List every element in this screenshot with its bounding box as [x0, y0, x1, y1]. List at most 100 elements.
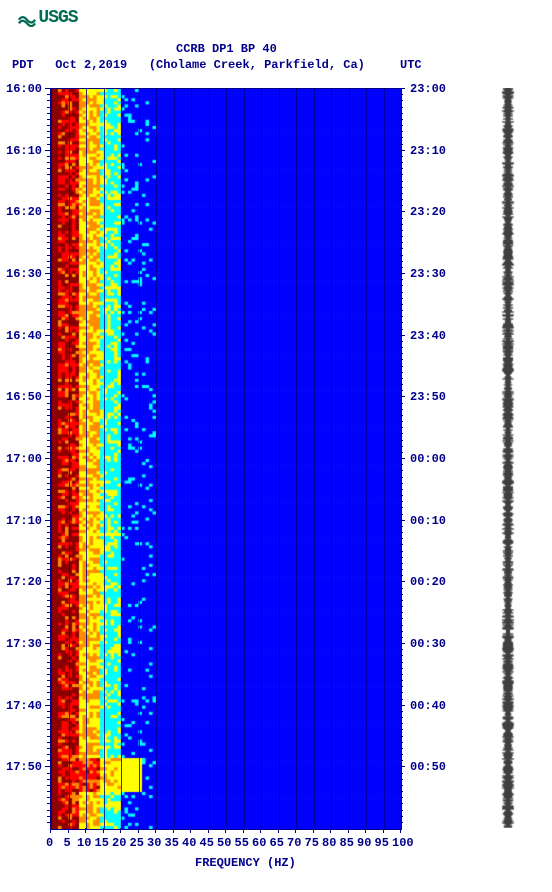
y-minor-right — [400, 322, 403, 323]
y-minor-right — [400, 526, 403, 527]
y-minor-left — [47, 304, 50, 305]
y-minor-left — [47, 538, 50, 539]
y-minor-right — [400, 162, 403, 163]
y-minor-right — [400, 773, 403, 774]
y-minor-left — [47, 692, 50, 693]
x-tick-label: 75 — [305, 836, 319, 850]
y-minor-right — [400, 421, 403, 422]
y-minor-left — [47, 612, 50, 613]
y-minor-left — [47, 822, 50, 823]
y-tick-right — [400, 643, 405, 644]
x-tick-label: 85 — [340, 836, 354, 850]
y-minor-right — [400, 372, 403, 373]
gridline-v — [349, 89, 350, 829]
y-minor-right — [400, 729, 403, 730]
y-minor-left — [47, 674, 50, 675]
y-minor-left — [47, 575, 50, 576]
y-minor-left — [47, 483, 50, 484]
y-minor-right — [400, 316, 403, 317]
y-minor-left — [47, 649, 50, 650]
y-minor-right — [400, 205, 403, 206]
y-minor-right — [400, 785, 403, 786]
y-label-right: 00:20 — [410, 575, 446, 589]
y-minor-right — [400, 532, 403, 533]
location: (Cholame Creek, Parkfield, Ca) — [149, 58, 365, 72]
y-minor-right — [400, 440, 403, 441]
y-minor-left — [47, 729, 50, 730]
y-minor-left — [47, 193, 50, 194]
y-minor-right — [400, 711, 403, 712]
y-minor-left — [47, 557, 50, 558]
y-tick-left — [45, 150, 50, 151]
y-minor-right — [400, 507, 403, 508]
x-tick — [50, 828, 51, 833]
y-minor-left — [47, 625, 50, 626]
y-minor-left — [47, 791, 50, 792]
y-minor-left — [47, 100, 50, 101]
x-axis-title: FREQUENCY (HZ) — [195, 856, 296, 870]
y-minor-left — [47, 279, 50, 280]
y-minor-right — [400, 304, 403, 305]
y-minor-left — [47, 261, 50, 262]
y-minor-left — [47, 390, 50, 391]
gridline-v — [401, 89, 402, 829]
x-tick — [260, 828, 261, 833]
y-minor-left — [47, 464, 50, 465]
y-minor-left — [47, 551, 50, 552]
y-label-left: 16:00 — [6, 82, 42, 96]
x-tick — [295, 828, 296, 833]
x-tick — [120, 828, 121, 833]
y-minor-right — [400, 649, 403, 650]
y-minor-right — [400, 797, 403, 798]
y-label-right: 00:30 — [410, 637, 446, 651]
y-minor-right — [400, 242, 403, 243]
y-minor-right — [400, 452, 403, 453]
y-minor-left — [47, 748, 50, 749]
y-minor-right — [400, 236, 403, 237]
y-minor-right — [400, 594, 403, 595]
y-minor-right — [400, 810, 403, 811]
y-minor-right — [400, 359, 403, 360]
gridline-v — [69, 89, 70, 829]
x-tick-label: 30 — [147, 836, 161, 850]
sidebar-canvas — [500, 88, 516, 828]
y-label-left: 16:50 — [6, 390, 42, 404]
x-tick-label: 60 — [252, 836, 266, 850]
y-minor-right — [400, 483, 403, 484]
y-minor-right — [400, 625, 403, 626]
y-label-right: 00:00 — [410, 452, 446, 466]
y-minor-right — [400, 347, 403, 348]
y-minor-left — [47, 218, 50, 219]
x-tick-label: 100 — [392, 836, 414, 850]
gridline-v — [314, 89, 315, 829]
y-minor-left — [47, 637, 50, 638]
gridline-v — [366, 89, 367, 829]
y-minor-right — [400, 224, 403, 225]
y-minor-left — [47, 329, 50, 330]
x-tick — [103, 828, 104, 833]
y-minor-right — [400, 384, 403, 385]
y-minor-left — [47, 606, 50, 607]
y-minor-right — [400, 199, 403, 200]
y-minor-right — [400, 742, 403, 743]
y-minor-left — [47, 137, 50, 138]
y-minor-left — [47, 359, 50, 360]
y-minor-right — [400, 723, 403, 724]
y-minor-right — [400, 588, 403, 589]
y-minor-left — [47, 816, 50, 817]
x-tick — [330, 828, 331, 833]
waveform-sidebar — [500, 88, 516, 828]
y-minor-left — [47, 446, 50, 447]
y-tick-right — [400, 458, 405, 459]
y-minor-left — [47, 797, 50, 798]
y-minor-left — [47, 199, 50, 200]
y-minor-left — [47, 489, 50, 490]
gridline-v — [244, 89, 245, 829]
y-minor-right — [400, 477, 403, 478]
y-minor-right — [400, 100, 403, 101]
y-minor-right — [400, 544, 403, 545]
y-label-left: 16:30 — [6, 267, 42, 281]
y-minor-left — [47, 384, 50, 385]
y-minor-left — [47, 810, 50, 811]
usgs-text: USGS — [38, 8, 77, 28]
